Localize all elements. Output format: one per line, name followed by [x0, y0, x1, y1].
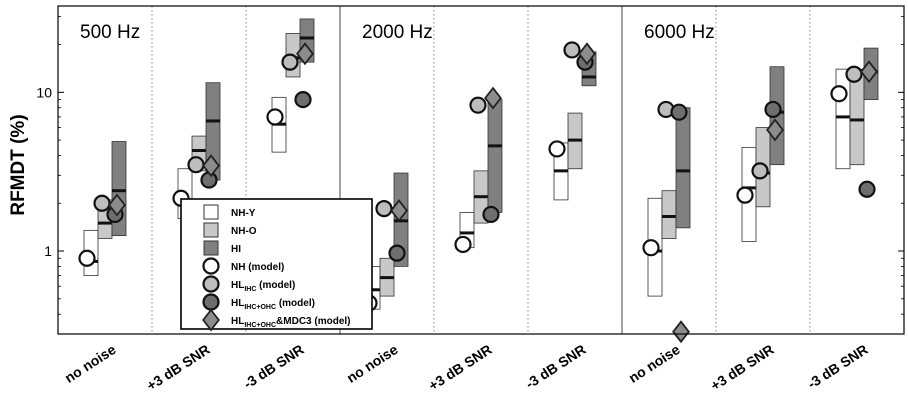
marker-hlihc-model- [93, 194, 111, 212]
marker-hlihc-ohc-model- [388, 244, 406, 262]
y-tick-label: 10 [36, 84, 52, 100]
panel-title: 500 Hz [80, 22, 140, 43]
marker-hlihc-ohc-mdc3-model- [108, 193, 126, 217]
marker-nh-model- [454, 235, 472, 254]
plot-frame [57, 5, 905, 335]
legend-symbol-circle [202, 257, 220, 275]
marker-hlihc-ohc-mdc3-model- [860, 60, 878, 84]
marker-nh-model- [78, 249, 96, 267]
data-layer: 500 Hz 2000 Hz 6000 Hz [78, 18, 879, 344]
legend-symbol-box [203, 240, 219, 256]
category-label: +3 dB SNR [708, 341, 777, 394]
marker-hlihc-ohc-model- [858, 180, 876, 198]
category-label: -3 dB SNR [523, 341, 589, 392]
marker-hlihc-ohc-model- [200, 171, 218, 189]
box-nh-y [835, 68, 851, 170]
category-label: -3 dB SNR [241, 341, 307, 392]
marker-hlihc-ohc-mdc3-model- [202, 154, 220, 178]
category-label: no noise [62, 341, 119, 386]
legend-symbol-box [203, 222, 219, 238]
category-label: no noise [344, 341, 401, 386]
legend-label: NH (model) [231, 262, 284, 273]
legend-symbol-diamond [202, 308, 220, 332]
marker-hlihc-model- [187, 156, 205, 174]
marker-hlihc-ohc-mdc3-model- [296, 42, 314, 66]
legend-symbol-circle [202, 293, 220, 311]
marker-nh-model- [830, 85, 848, 103]
marker-hlihc-ohc-mdc3-model- [484, 86, 502, 110]
y-axis-label: RFMDT (%) [8, 114, 29, 215]
marker-hlihc-model- [845, 65, 863, 83]
marker-hlihc-ohc-mdc3-model- [390, 199, 408, 222]
y-tick-label: 1 [44, 243, 52, 259]
category-label: -3 dB SNR [805, 341, 871, 392]
legend-label: HLIHC+OHC (model) [231, 298, 315, 311]
legend-label: HI [231, 244, 241, 255]
marker-hlihc-ohc-model- [294, 90, 312, 109]
marker-hlihc-ohc-model- [482, 205, 500, 224]
box-hi [675, 107, 691, 229]
marker-hlihc-ohc-model- [764, 100, 782, 119]
category-label: +3 dB SNR [426, 341, 495, 394]
category-label: +3 dB SNR [144, 341, 213, 394]
marker-nh-model- [548, 140, 566, 158]
marker-nh-model- [736, 186, 754, 204]
legend-label: NH-O [231, 226, 257, 237]
legend: NH-Y NH-O HI NH (model) HLIHC (model) HLIHC+O… [180, 198, 373, 332]
legend-symbol-circle [202, 275, 220, 293]
panel-title: 2000 Hz [362, 22, 433, 43]
box-hi [487, 99, 503, 213]
panel-title: 6000 Hz [644, 22, 715, 43]
frame-layer: 1 10 no noise +3 dB SNR -3 dB SNR no noise +3 … [36, 5, 905, 394]
marker-hlihc-ohc-mdc3-model- [672, 320, 690, 344]
box-nh-o [849, 68, 865, 166]
marker-nh-model- [642, 239, 660, 257]
legend-symbol-box [203, 204, 219, 220]
marker-hlihc-ohc-mdc3-model- [578, 42, 596, 66]
box-nh-o [661, 190, 677, 239]
marker-hlihc-model- [563, 41, 581, 59]
marker-hlihc-ohc-model- [670, 103, 688, 121]
marker-hlihc-ohc-mdc3-model- [766, 118, 784, 142]
marker-hlihc-model- [375, 200, 393, 218]
marker-nh-model- [266, 108, 284, 126]
category-label: no noise [626, 341, 683, 386]
legend-label: HLIHC (model) [231, 280, 295, 293]
legend-label: NH-Y [231, 208, 256, 219]
marker-hlihc-model- [751, 162, 769, 180]
marker-hlihc-model- [469, 96, 487, 114]
legend-label: HLIHC+OHC&MDC3 (model) [231, 316, 351, 329]
marker-hlihc-model- [281, 53, 299, 71]
